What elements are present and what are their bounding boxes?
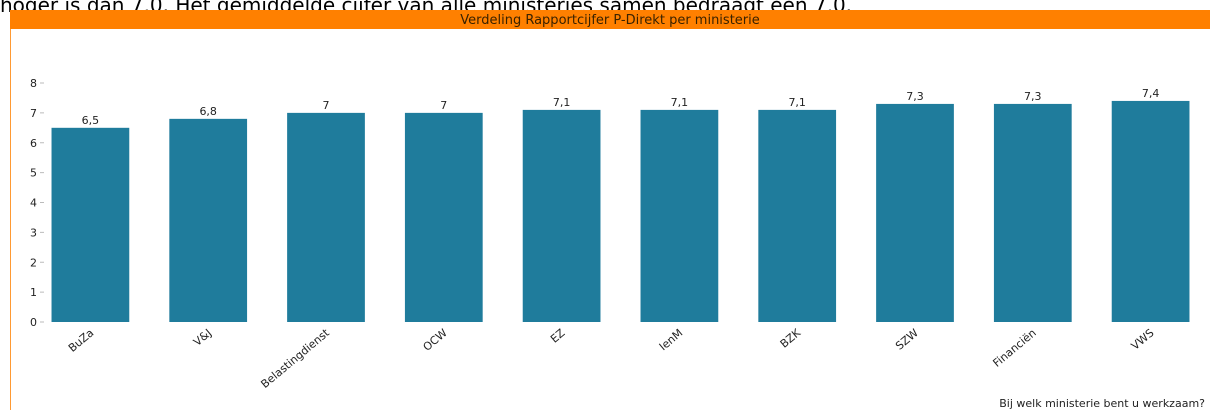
y-tick-label: 2 (30, 256, 37, 269)
bar (51, 127, 130, 322)
x-tick-label: Financiën (990, 326, 1038, 369)
x-tick-label: V&J (191, 326, 214, 348)
bar (404, 112, 483, 322)
value-label: 7 (323, 99, 330, 112)
x-tick-label: BZK (778, 326, 804, 351)
y-tick-label: 7 (30, 107, 37, 120)
y-tick-label: 0 (30, 316, 37, 329)
x-tick-label: Belastingdienst (258, 326, 332, 391)
bar (169, 118, 248, 322)
value-label: 7,3 (1024, 90, 1042, 103)
bar (287, 112, 365, 322)
x-tick-label: VWS (1129, 326, 1157, 352)
x-tick-label: IenM (657, 326, 686, 353)
y-tick-label: 3 (30, 226, 37, 239)
y-tick-label: 8 (30, 77, 37, 90)
chart-title: Verdeling Rapportcijfer P-Direkt per min… (460, 13, 760, 28)
bar (522, 109, 601, 322)
x-tick-label: SZW (893, 326, 921, 352)
value-label: 7,1 (671, 96, 689, 109)
value-label: 7,1 (553, 96, 571, 109)
bar (1111, 100, 1190, 322)
y-tick-label: 5 (30, 167, 37, 180)
value-label: 7,4 (1142, 87, 1160, 100)
x-tick-label: OCW (421, 326, 450, 354)
y-tick-label: 6 (30, 137, 37, 150)
x-axis-label: Bij welk ministerie bent u werkzaam? (999, 397, 1205, 410)
bar (993, 103, 1072, 322)
x-tick-label: EZ (548, 326, 568, 346)
value-label: 6,8 (199, 105, 217, 118)
value-label: 7 (440, 99, 447, 112)
bar (640, 109, 719, 322)
value-label: 7,3 (906, 90, 924, 103)
value-label: 7,1 (788, 96, 806, 109)
x-tick-label: BuZa (66, 326, 96, 354)
y-tick-label: 4 (30, 197, 37, 210)
y-tick-label: 1 (30, 286, 37, 299)
bar (876, 103, 954, 322)
title-bar (10, 10, 1210, 29)
value-label: 6,5 (82, 114, 100, 127)
bar (758, 109, 837, 322)
